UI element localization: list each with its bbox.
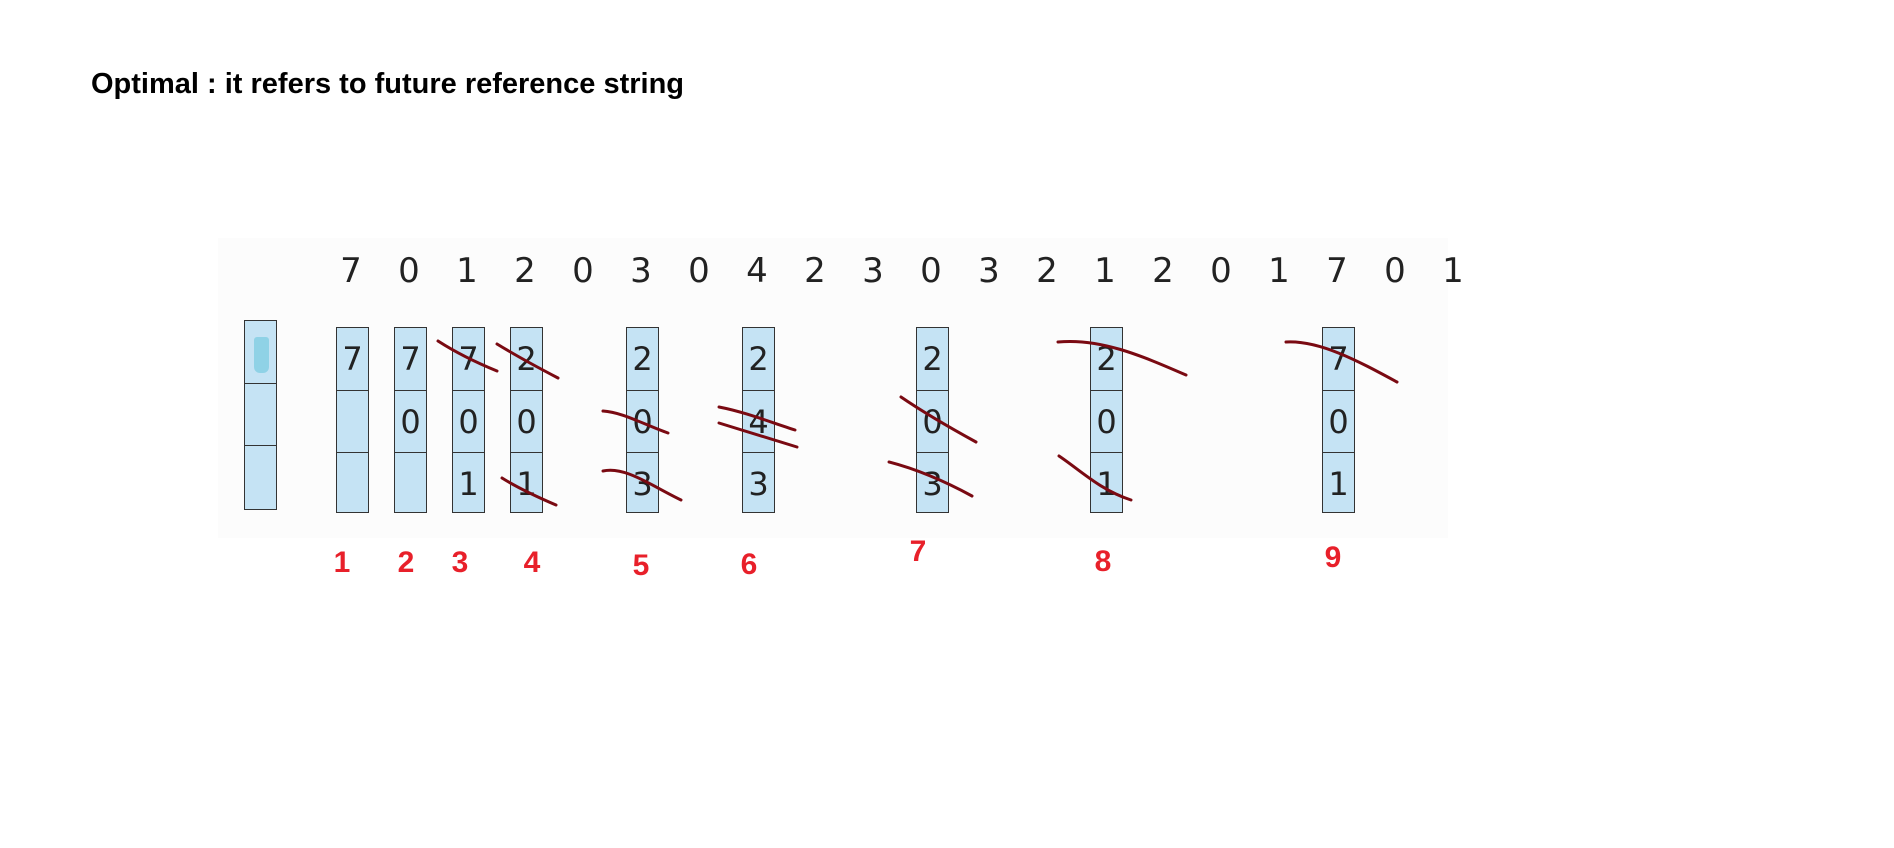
reference-item: 0: [688, 251, 710, 291]
frame-cell: 1: [1323, 452, 1354, 515]
frame-snapshot: 7: [336, 327, 369, 513]
frame-cell: 0: [1323, 390, 1354, 453]
frame-cell: 2: [632, 340, 653, 378]
frame-cell: 2: [748, 340, 769, 378]
frame-cell: [395, 452, 426, 515]
frame-cell: 7: [458, 340, 479, 378]
fault-number: 6: [740, 548, 758, 581]
fault-number: 1: [333, 546, 351, 579]
frame-cell: 3: [743, 452, 774, 515]
reference-item: 3: [862, 251, 884, 291]
reference-item: 3: [978, 251, 1000, 291]
frame-slot: [245, 321, 276, 383]
reference-item: 2: [804, 251, 826, 291]
frame-snapshot: 7 0: [394, 327, 427, 513]
frame-cell: 2: [1096, 340, 1117, 378]
reference-item: 3: [630, 251, 652, 291]
reference-item: 7: [1326, 251, 1348, 291]
frame-cell: 4: [743, 390, 774, 453]
reference-item: 7: [340, 251, 362, 291]
reference-item: 2: [514, 251, 536, 291]
reference-item: 0: [1384, 251, 1406, 291]
frame-snapshot: 2 0 1: [1090, 327, 1123, 513]
reference-item: 1: [456, 251, 478, 291]
frame-cell: 0: [453, 390, 484, 453]
frame-cell: 1: [1091, 452, 1122, 515]
frame-cell: 0: [395, 390, 426, 453]
reference-item: 2: [1036, 251, 1058, 291]
frame-cell: 3: [627, 452, 658, 515]
frame-snapshot: 2 0 1: [510, 327, 543, 513]
page-frames-legend: [244, 320, 277, 510]
fault-number: 3: [451, 546, 469, 579]
reference-item: 0: [1210, 251, 1232, 291]
reference-item: 1: [1442, 251, 1464, 291]
fault-number: 7: [909, 535, 927, 568]
frame-snapshot: 2 0 3: [626, 327, 659, 513]
frame-cell: 0: [511, 390, 542, 453]
frame-cell: 0: [627, 390, 658, 453]
frame-cell: 0: [917, 390, 948, 453]
frame-snapshot: 7 0 1: [452, 327, 485, 513]
frame-cell: 7: [342, 340, 363, 378]
reference-item: 0: [920, 251, 942, 291]
fault-number: 8: [1094, 545, 1112, 578]
fault-number: 2: [397, 546, 415, 579]
reference-item: 1: [1094, 251, 1116, 291]
frame-cell: [337, 390, 368, 453]
frame-slot: [245, 445, 276, 508]
fault-number: 9: [1324, 541, 1342, 574]
frame-cell: [337, 452, 368, 515]
reference-item: 1: [1268, 251, 1290, 291]
frame-cell: 7: [400, 340, 421, 378]
frame-cell: 1: [511, 452, 542, 515]
frame-cell: 2: [516, 340, 537, 378]
frame-slot: [245, 383, 276, 446]
frame-snapshot: 2 0 3: [916, 327, 949, 513]
fault-number: 4: [523, 546, 541, 579]
page-title: Optimal : it refers to future reference …: [91, 68, 685, 100]
frame-cell: 2: [922, 340, 943, 378]
highlight-mark: [254, 337, 269, 373]
frame-cell: 0: [1091, 390, 1122, 453]
reference-item: 0: [398, 251, 420, 291]
reference-item: 0: [572, 251, 594, 291]
reference-item: 2: [1152, 251, 1174, 291]
frame-cell: 3: [917, 452, 948, 515]
frame-snapshot: 7 0 1: [1322, 327, 1355, 513]
frame-snapshot: 2 4 3: [742, 327, 775, 513]
reference-item: 4: [746, 251, 768, 291]
fault-number: 5: [632, 549, 650, 582]
frame-cell: 1: [453, 452, 484, 515]
frame-cell: 7: [1328, 340, 1349, 378]
